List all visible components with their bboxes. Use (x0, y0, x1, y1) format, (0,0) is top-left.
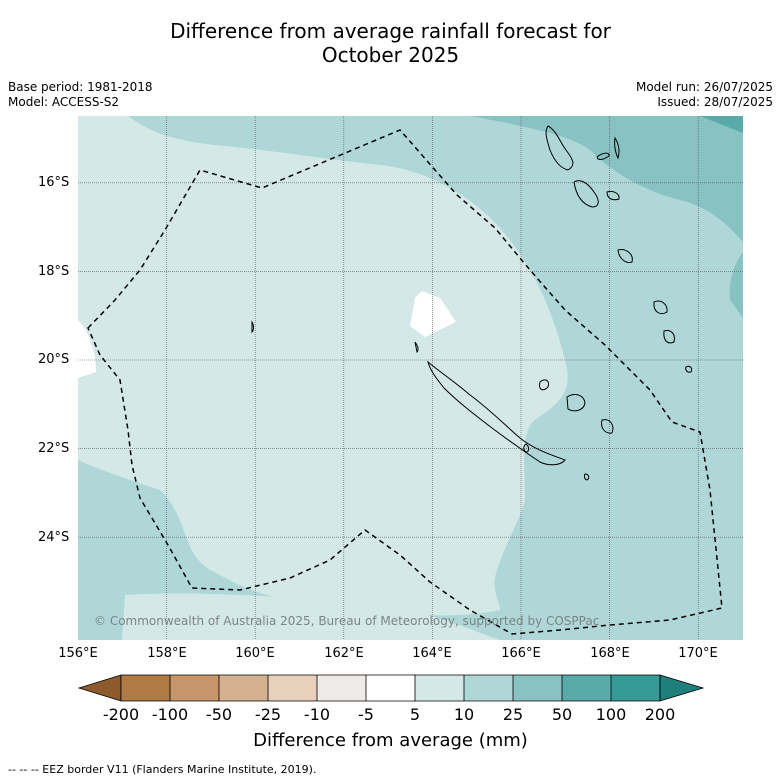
vanuatu-malakula (573, 180, 599, 208)
vanuatu-epi (606, 191, 620, 201)
lon-label-158e: 158°E (147, 646, 187, 661)
contour-25-50-ne (470, 116, 743, 242)
colorbar-tick: -25 (254, 705, 282, 724)
lat-label-22s: 22°S (38, 441, 70, 456)
vanuatu-ambae (596, 152, 610, 160)
belep (414, 341, 419, 354)
colorbar-bin-9 (513, 675, 562, 701)
colorbar-label: Difference from average (mm) (253, 730, 528, 751)
vanuatu-tanna (663, 330, 675, 344)
colorbar-tick: -5 (358, 705, 374, 724)
colorbar-tick: 10 (453, 705, 475, 724)
eez-border (87, 129, 723, 635)
map-title: Difference from average rainfall forecas… (0, 19, 781, 67)
colorbar-extend-low (77, 674, 122, 702)
ile-des-pins (523, 443, 530, 453)
issued-date: Issued: 28/07/2025 (657, 95, 773, 109)
colorbar-tick: 100 (595, 705, 627, 724)
vanuatu-efate (617, 249, 633, 263)
contour-neutral-west (78, 320, 96, 378)
colorbar (77, 674, 705, 702)
vanuatu-maewo (614, 136, 620, 160)
eez-footnote: -- -- -- EEZ border V11 (Flanders Marine… (8, 763, 317, 776)
colorbar-tick: -100 (151, 705, 189, 724)
coastlines (251, 125, 693, 481)
colorbar-bin-3 (219, 675, 268, 701)
colorbar-bin-10 (562, 675, 611, 701)
base-period: Base period: 1981-2018 (8, 80, 153, 94)
colorbar-tick: 50 (551, 705, 573, 724)
vanuatu-erromango (653, 300, 668, 315)
model-run: Model run: 26/07/2025 (635, 80, 773, 94)
colorbar-tick: -10 (303, 705, 331, 724)
loyalty-ouvea (601, 419, 614, 434)
lon-label-156e: 156°E (58, 646, 98, 661)
colorbar-bin-7 (415, 675, 464, 701)
lat-label-20s: 20°S (38, 352, 70, 367)
contour-5-10-main (78, 116, 568, 616)
graticule (78, 116, 743, 640)
new-caledonia-outline (427, 360, 566, 466)
contour-25-50-east (729, 252, 743, 318)
colorbar-extend-high (659, 674, 705, 702)
vanuatu-espiritu-santo (545, 125, 574, 171)
colorbar-tick: 25 (502, 705, 524, 724)
lon-label-168e: 168°E (590, 646, 630, 661)
colorbar-bin-5 (317, 675, 366, 701)
chesterfield-1 (251, 320, 254, 334)
colorbar-bin-6 (366, 675, 415, 701)
lon-label-162e: 162°E (324, 646, 364, 661)
contour-5-10-south (122, 593, 500, 640)
hunter-island (583, 473, 590, 481)
lon-label-160e: 160°E (235, 646, 275, 661)
colorbar-bin-1 (121, 675, 170, 701)
lon-label-164e: 164°E (412, 646, 452, 661)
lat-label-16s: 16°S (38, 175, 70, 190)
colorbar-bin-2 (170, 675, 219, 701)
loyalty-lifou (539, 379, 549, 391)
colorbar-tick: 5 (409, 705, 421, 724)
contour-50-100 (700, 116, 743, 133)
title-line-2: October 2025 (321, 43, 460, 67)
lat-label-18s: 18°S (38, 264, 70, 279)
lon-label-170e: 170°E (678, 646, 718, 661)
vanuatu-aneityum (685, 365, 693, 373)
colorbar-bin-11 (611, 675, 660, 701)
title-line-1: Difference from average rainfall forecas… (170, 19, 611, 43)
meta-left: Base period: 1981-2018 Model: ACCESS-S2 (8, 80, 153, 110)
colorbar-bin-8 (464, 675, 513, 701)
meta-right: Model run: 26/07/2025 Issued: 28/07/2025 (636, 80, 773, 110)
lat-label-24s: 24°S (38, 530, 70, 545)
colorbar-tick: 200 (644, 705, 676, 724)
loyalty-maré (566, 394, 586, 412)
copyright-notice: © Commonwealth of Australia 2025, Bureau… (94, 614, 600, 628)
map-field (78, 116, 743, 640)
lon-label-166e: 166°E (501, 646, 541, 661)
colorbar-bin-4 (268, 675, 317, 701)
colorbar-tick: -50 (205, 705, 233, 724)
contour-neutral-central (410, 291, 456, 337)
model-name: Model: ACCESS-S2 (8, 95, 120, 109)
colorbar-tick: -200 (102, 705, 140, 724)
